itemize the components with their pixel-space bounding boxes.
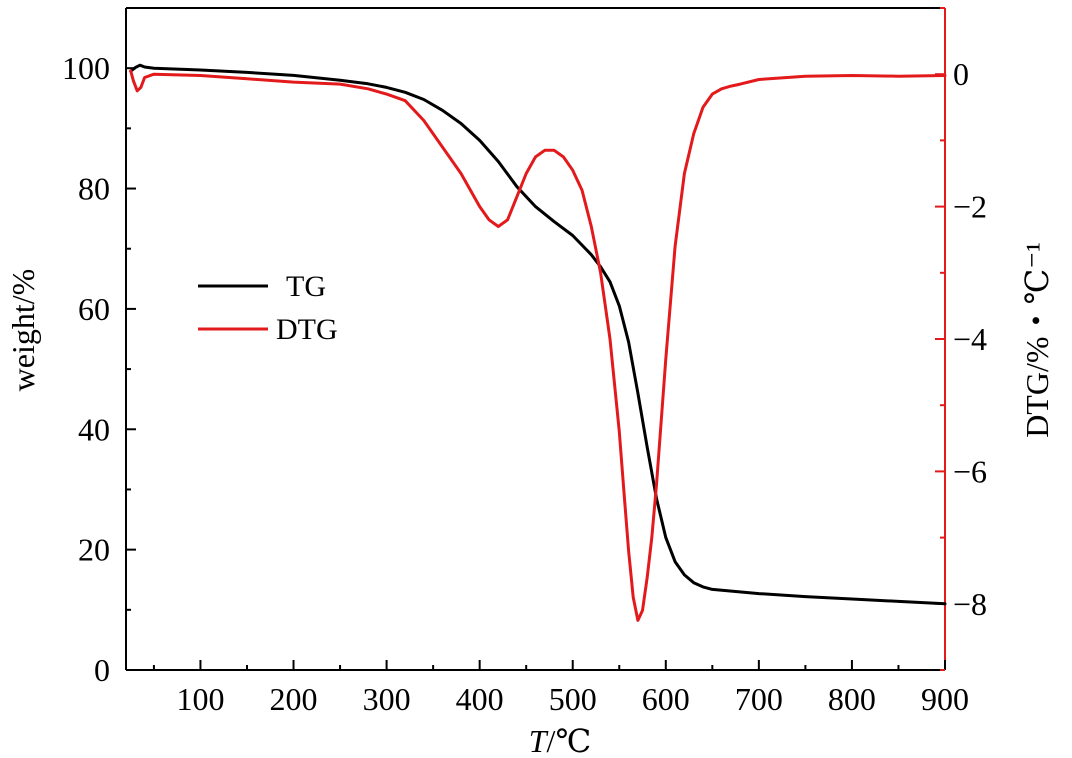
y2-tick-label: −6 bbox=[953, 453, 987, 489]
legend-dtg-label: DTG bbox=[276, 313, 338, 346]
x-tick-label: 100 bbox=[176, 681, 224, 717]
x-tick-label: 900 bbox=[921, 681, 969, 717]
x-tick-label: 300 bbox=[363, 681, 411, 717]
x-tick-label: 400 bbox=[456, 681, 504, 717]
y2-tick-label: −8 bbox=[953, 586, 987, 622]
legend-tg-label: TG bbox=[286, 270, 326, 303]
series-line-dtg bbox=[129, 69, 947, 622]
x-axis-title-variable: T bbox=[529, 723, 549, 758]
x-axis-ticks: 100 200 300 400 500 600 700 800 900 bbox=[152, 660, 969, 717]
y-tick-label: 100 bbox=[62, 50, 110, 86]
y2-tick-label: −4 bbox=[953, 321, 987, 357]
y-tick-label: 80 bbox=[78, 171, 110, 207]
right-y-axis-ticks: 0 −2 −4 −6 −8 bbox=[935, 7, 987, 671]
legend: TG DTG bbox=[198, 270, 338, 346]
y-tick-label: 20 bbox=[78, 532, 110, 568]
x-tick-label: 800 bbox=[828, 681, 876, 717]
plot-frame bbox=[125, 7, 946, 671]
y2-tick-label: −2 bbox=[953, 189, 987, 225]
y-tick-label: 0 bbox=[94, 652, 110, 688]
x-tick-label: 500 bbox=[549, 681, 597, 717]
right-y-axis-title: DTG/%・℃⁻¹ bbox=[1019, 242, 1055, 438]
series-line-tg bbox=[129, 63, 947, 606]
y2-tick-label: 0 bbox=[953, 56, 969, 92]
x-axis-title-unit: /℃ bbox=[547, 723, 592, 758]
series-layer bbox=[129, 63, 947, 622]
x-tick-label: 600 bbox=[642, 681, 690, 717]
y-tick-label: 60 bbox=[78, 291, 110, 327]
left-y-axis-ticks: 0 20 40 60 80 100 bbox=[62, 7, 136, 688]
x-tick-label: 200 bbox=[270, 681, 318, 717]
x-tick-label: 700 bbox=[735, 681, 783, 717]
left-y-axis-title: weight/% bbox=[5, 269, 41, 392]
y-tick-label: 40 bbox=[78, 411, 110, 447]
x-axis-title: T/℃ bbox=[529, 723, 591, 758]
